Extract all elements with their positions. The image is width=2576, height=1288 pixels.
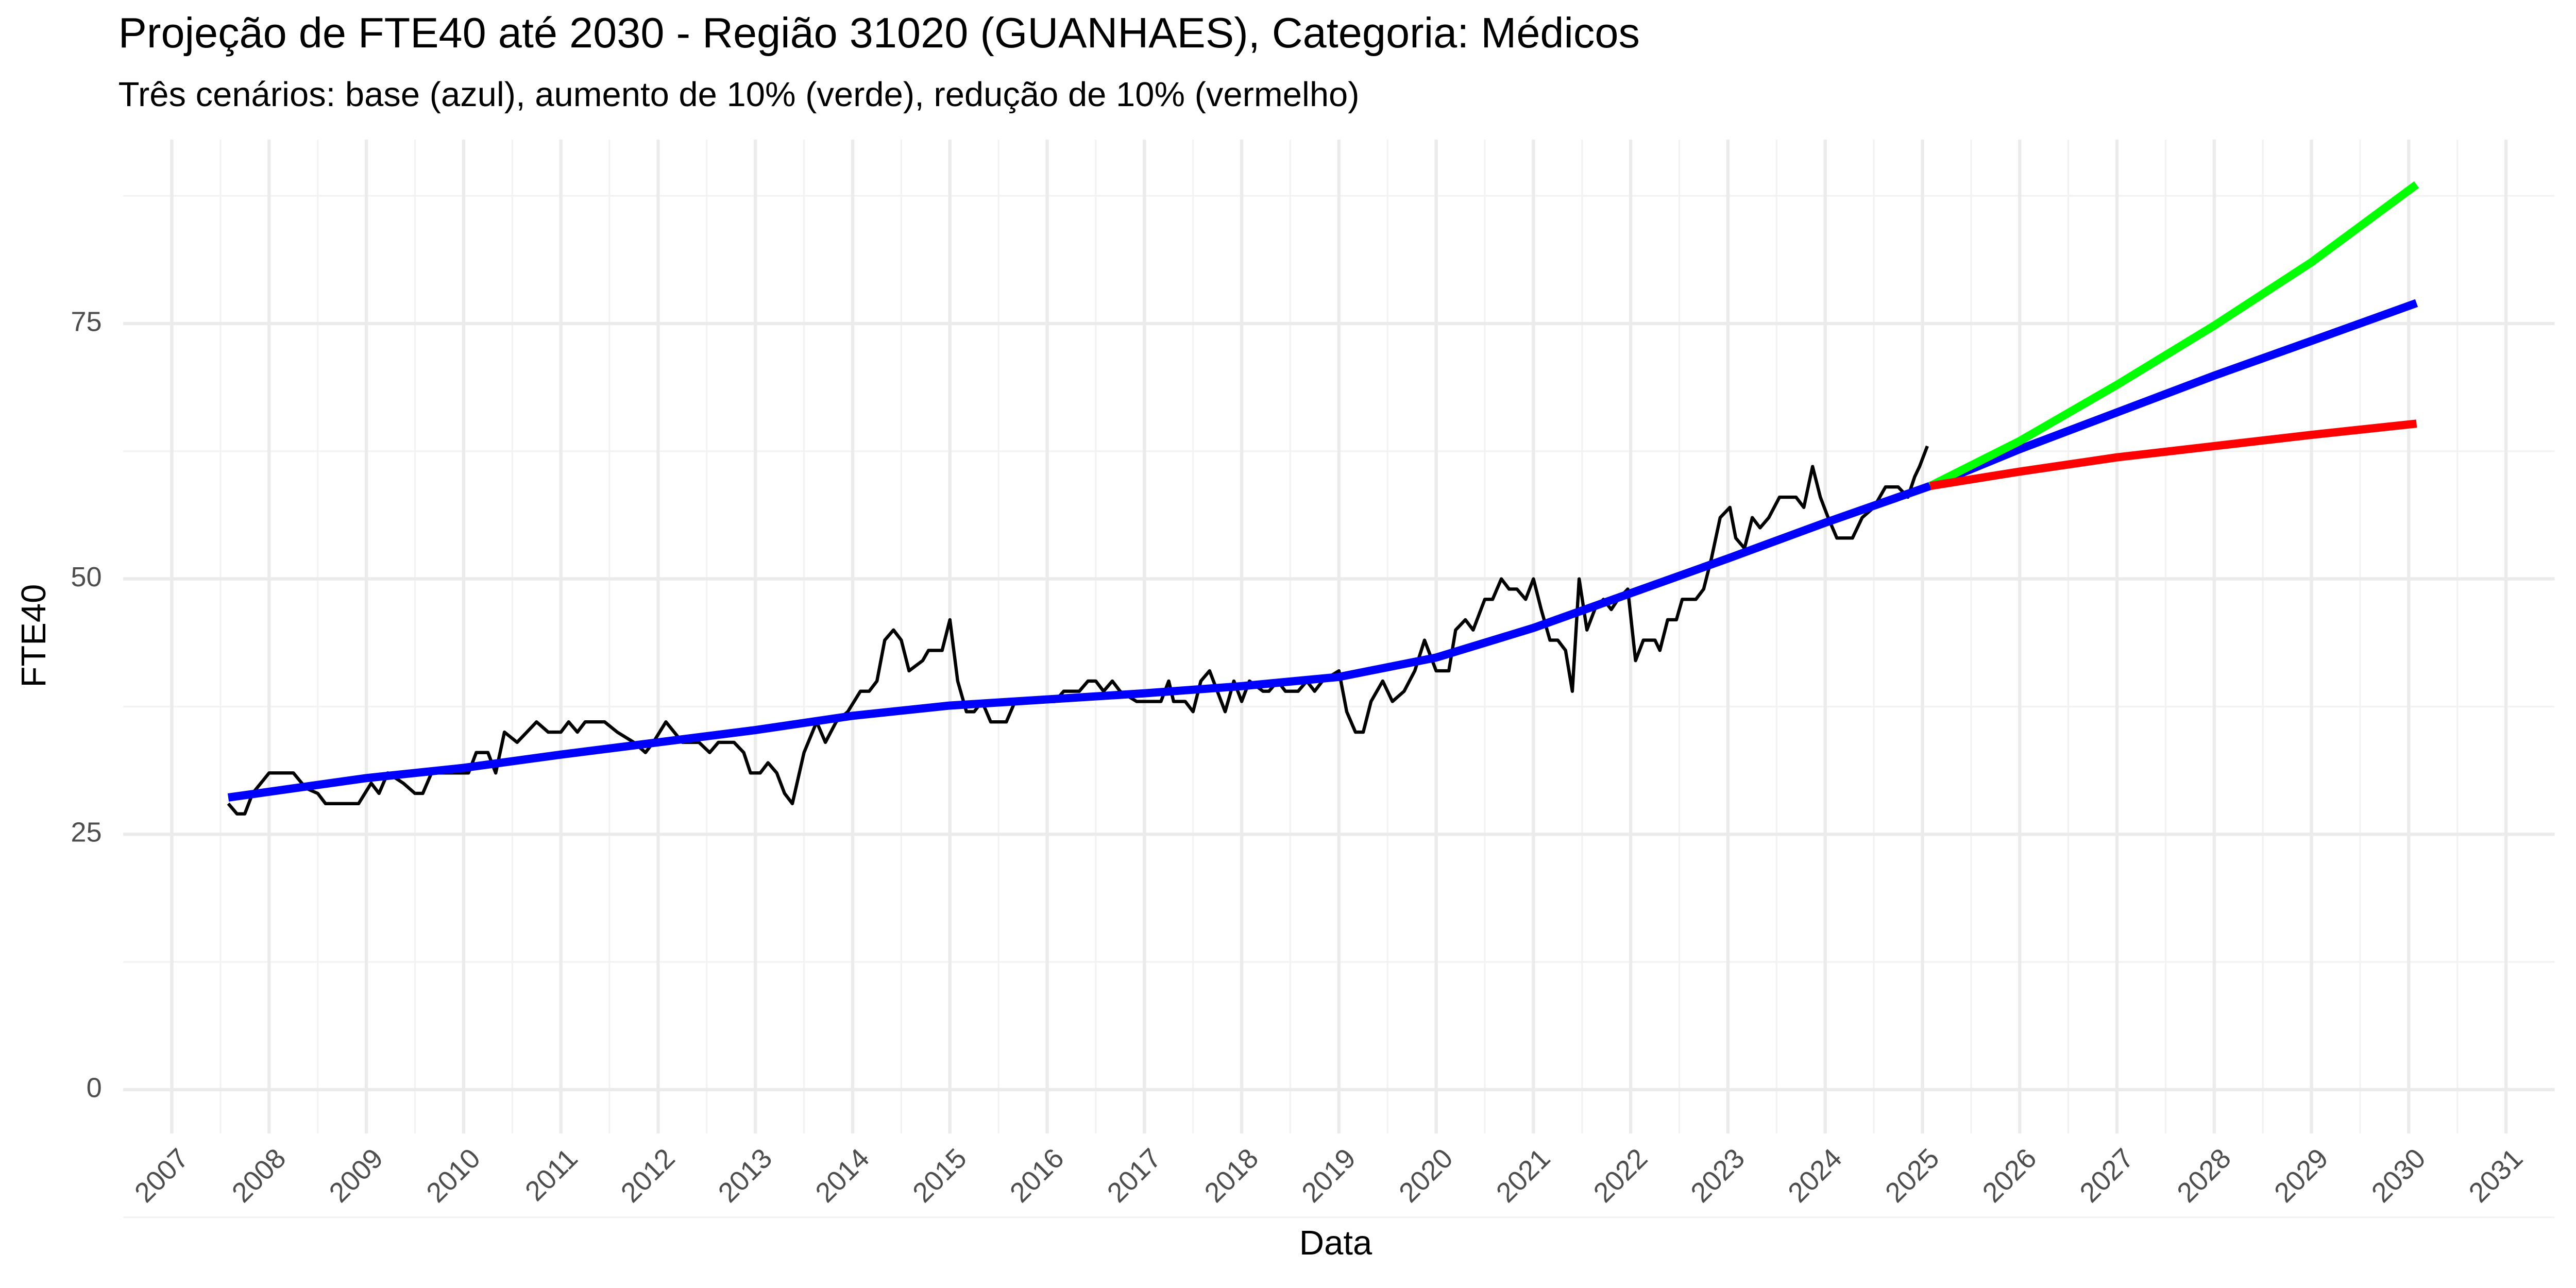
chart-subtitle: Três cenários: base (azul), aumento de 1… [118,75,1360,114]
x-tick-label: 2016 [1004,1143,1070,1209]
x-tick-label: 2014 [809,1143,875,1209]
x-tick-label: 2022 [1588,1143,1654,1209]
x-tick-label: 2030 [2366,1143,2432,1209]
x-tick-label: 2015 [907,1143,973,1209]
x-tick-label: 2010 [420,1143,486,1209]
y-tick-label: 0 [87,1072,102,1103]
x-tick-label: 2024 [1782,1143,1848,1209]
y-tick-label: 25 [71,817,101,848]
x-tick-label: 2029 [2268,1143,2334,1209]
x-tick-label: 2008 [226,1143,292,1209]
x-tick-label: 2009 [324,1143,389,1209]
x-tick-label: 2011 [519,1143,584,1207]
x-tick-label: 2028 [2171,1143,2237,1209]
x-tick-label: 2021 [1490,1143,1556,1209]
x-tick-label: 2012 [615,1143,681,1209]
x-tick-label: 2013 [713,1143,778,1209]
series-line [227,299,2418,802]
x-tick-label: 2027 [2074,1143,2140,1209]
x-tick-label: 2026 [1977,1143,2043,1209]
series-line [1929,419,2417,490]
x-tick-label: 2007 [129,1143,195,1209]
series-line [1928,181,2419,490]
grid [123,140,2555,1218]
plot [227,181,2419,816]
x-tick-label: 2018 [1199,1143,1265,1209]
y-tick-label: 50 [71,562,101,592]
x-tick-label: 2019 [1296,1143,1362,1209]
chart-title: Projeção de FTE40 até 2030 - Região 3102… [118,9,1640,57]
x-tick-label: 2025 [1879,1143,1945,1209]
x-tick-label: 2020 [1393,1143,1459,1209]
y-axis-label: FTE40 [14,584,53,688]
x-tick-label: 2023 [1685,1143,1751,1209]
x-tick-label: 2031 [2463,1143,2529,1209]
x-axis-label: Data [1299,1224,1372,1262]
series-line [227,445,1929,816]
y-tick-label: 75 [71,306,101,337]
x-tick-label: 2017 [1101,1143,1167,1209]
